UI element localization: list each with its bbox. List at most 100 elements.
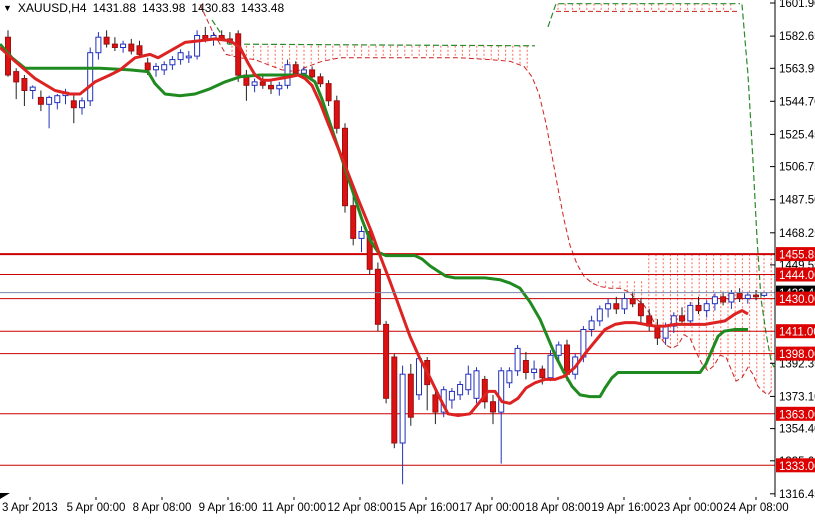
fast-ma-red-line (0, 37, 749, 417)
price-tick-label: 1525.45 (779, 129, 815, 141)
candle-bear (629, 298, 636, 305)
senkou-span-green (547, 3, 740, 28)
level-label-bg[interactable] (776, 346, 815, 361)
candle-bear (325, 83, 332, 102)
candle-bull (711, 296, 718, 305)
level-label-1363.00: 1363.00 (779, 409, 815, 421)
ichimoku-spans (199, 3, 775, 396)
ohlc-low: 1430.83 (191, 1, 235, 15)
candle-bear (753, 294, 759, 298)
candle-bull (29, 86, 36, 91)
time-tick-label: 3 Apr 2013 (2, 502, 58, 514)
candle-bull (531, 368, 538, 374)
candle-bear (539, 368, 546, 379)
candle-bear (490, 401, 496, 413)
candle-bear (637, 303, 644, 317)
symbol-period-label: XAUUSD,H4 (17, 1, 87, 15)
candle-bear (720, 296, 727, 303)
level-label-bg[interactable] (776, 247, 815, 262)
candle-bull (547, 354, 554, 379)
candle-bull (473, 370, 480, 399)
candle-bear (383, 323, 390, 399)
candle-bear (136, 45, 143, 55)
ohlc-close: 1433.48 (240, 1, 285, 15)
candle-bear (564, 344, 570, 375)
price-tick-label: 1601.90 (779, 0, 815, 10)
candle-bear (70, 100, 77, 109)
candle-bear (259, 81, 266, 86)
price-tick-label: 1468.25 (779, 228, 815, 240)
candle-bull (457, 384, 464, 396)
candle-bull (662, 325, 669, 339)
candle-bear (111, 43, 118, 48)
price-tick-label: 1373.10 (779, 391, 815, 403)
candle-bull (153, 65, 159, 71)
candle-bull (185, 55, 192, 59)
candle-bull (54, 95, 61, 104)
level-label-1398.00: 1398.00 (779, 349, 815, 361)
candle-bear (374, 268, 381, 325)
time-tick-label: 9 Apr 16:00 (199, 502, 258, 514)
candle-bull (177, 52, 184, 61)
chart-title: ▼ XAUUSD,H4 1431.88 1433.98 1430.83 1433… (3, 1, 284, 15)
time-tick-label: 8 Apr 08:00 (133, 502, 192, 514)
level-label-bg[interactable] (776, 267, 815, 282)
candle-bull (465, 373, 472, 391)
candle-bull (703, 303, 710, 312)
candle-bear (654, 325, 661, 339)
candle-bear (317, 76, 324, 85)
symbol-dropdown-icon[interactable]: ▼ (3, 3, 12, 13)
level-label-bg[interactable] (776, 291, 815, 306)
senkou-span-red (199, 4, 773, 396)
ohlc-open: 1431.88 (92, 1, 136, 15)
candle-bull (251, 81, 258, 86)
candle-bear (37, 96, 44, 105)
candle-bear (350, 205, 357, 239)
candle-bull (79, 100, 85, 109)
candle-bear (679, 315, 685, 322)
level-label-1444.00: 1444.00 (779, 270, 815, 282)
candle-bear (144, 62, 151, 71)
candle-bull (416, 358, 422, 396)
candle-bull (120, 43, 127, 48)
candle-bear (103, 36, 110, 45)
candle-bear (235, 33, 242, 76)
price-axis: 1601.90 1582.65 1563.95 1544.70 1525.45 1506.… (770, 0, 815, 517)
price-tick-label: 1392.35 (779, 358, 815, 370)
price-tick-label: 1506.75 (779, 162, 815, 174)
candle-bear (21, 78, 28, 91)
senkou-span-green (741, 4, 775, 368)
level-label-1430.00: 1430.00 (779, 294, 815, 306)
ohlc-high: 1433.98 (142, 1, 186, 15)
level-label-bg[interactable] (776, 458, 815, 473)
level-label-1333.00: 1333.00 (779, 461, 815, 473)
candle-bull (194, 35, 201, 57)
candle-bull (169, 59, 176, 66)
level-label-bg[interactable] (776, 324, 815, 339)
level-label-bg[interactable] (776, 406, 815, 421)
price-tick-label: 1563.95 (779, 63, 815, 75)
price-tick-label: 1544.70 (779, 96, 815, 108)
ichimoku-cloud-hatch (231, 3, 772, 393)
time-tick-label: 23 Apr 00:00 (657, 502, 722, 514)
time-tick-label: 19 Apr 16:00 (591, 502, 656, 514)
candle-bear (407, 373, 414, 418)
candle-bear (333, 100, 340, 129)
candle-bear (391, 356, 398, 444)
candle-bull (555, 344, 562, 356)
time-axis[interactable]: 3 Apr 2013 5 Apr 00:00 8 Apr 08:00 9 Apr 16… (0, 493, 789, 514)
candle-bull (46, 96, 53, 105)
price-tick-label: 1316.45 (779, 489, 815, 501)
price-tick-label: 1487.50 (779, 195, 815, 207)
candle-bull (399, 373, 406, 444)
candle-bull (498, 370, 505, 413)
level-label-1455.85: 1455.85 (779, 250, 815, 262)
history-start-marker (0, 493, 10, 499)
candle-bull (588, 320, 595, 330)
senkou-span-green (211, 19, 536, 47)
price-tick-label: 1582.65 (779, 31, 815, 43)
candle-bull (605, 303, 612, 310)
candle-bull (596, 308, 603, 322)
